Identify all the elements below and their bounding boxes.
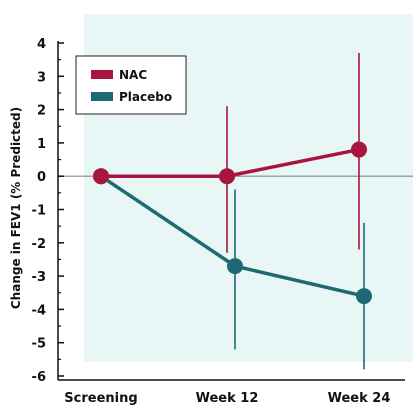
- placebo-data-point: [356, 288, 372, 305]
- legend-label-placebo: Placebo: [119, 90, 172, 104]
- legend-swatch-nac: [91, 70, 113, 79]
- nac-data-point: [351, 141, 367, 158]
- y-tick-label: -6: [32, 370, 46, 385]
- legend: NAC Placebo: [75, 55, 187, 115]
- y-tick-label: -4: [32, 303, 46, 318]
- y-tick-label: 4: [37, 37, 46, 52]
- nac-data-point: [219, 168, 235, 185]
- legend-swatch-placebo: [91, 92, 113, 101]
- x-tick-label: Week 12: [196, 391, 259, 406]
- y-tick-label: 2: [37, 104, 46, 119]
- legend-box: [75, 55, 187, 115]
- y-tick-label: -1: [32, 204, 46, 219]
- legend-label-nac: NAC: [119, 68, 147, 82]
- x-tick-label: Week 24: [328, 391, 391, 406]
- y-tick-label: 1: [37, 137, 46, 152]
- y-tick-label: -5: [32, 337, 46, 352]
- x-tick-label: Screening: [64, 391, 137, 406]
- y-axis-title: Change in FEV1 (% Predicted): [9, 107, 23, 309]
- y-tick-label: -2: [32, 237, 46, 252]
- y-tick-label: -3: [32, 270, 46, 285]
- placebo-data-point: [227, 258, 243, 275]
- y-tick-label: 3: [37, 70, 46, 85]
- nac-data-point: [93, 168, 109, 185]
- y-tick-label: 0: [37, 170, 46, 185]
